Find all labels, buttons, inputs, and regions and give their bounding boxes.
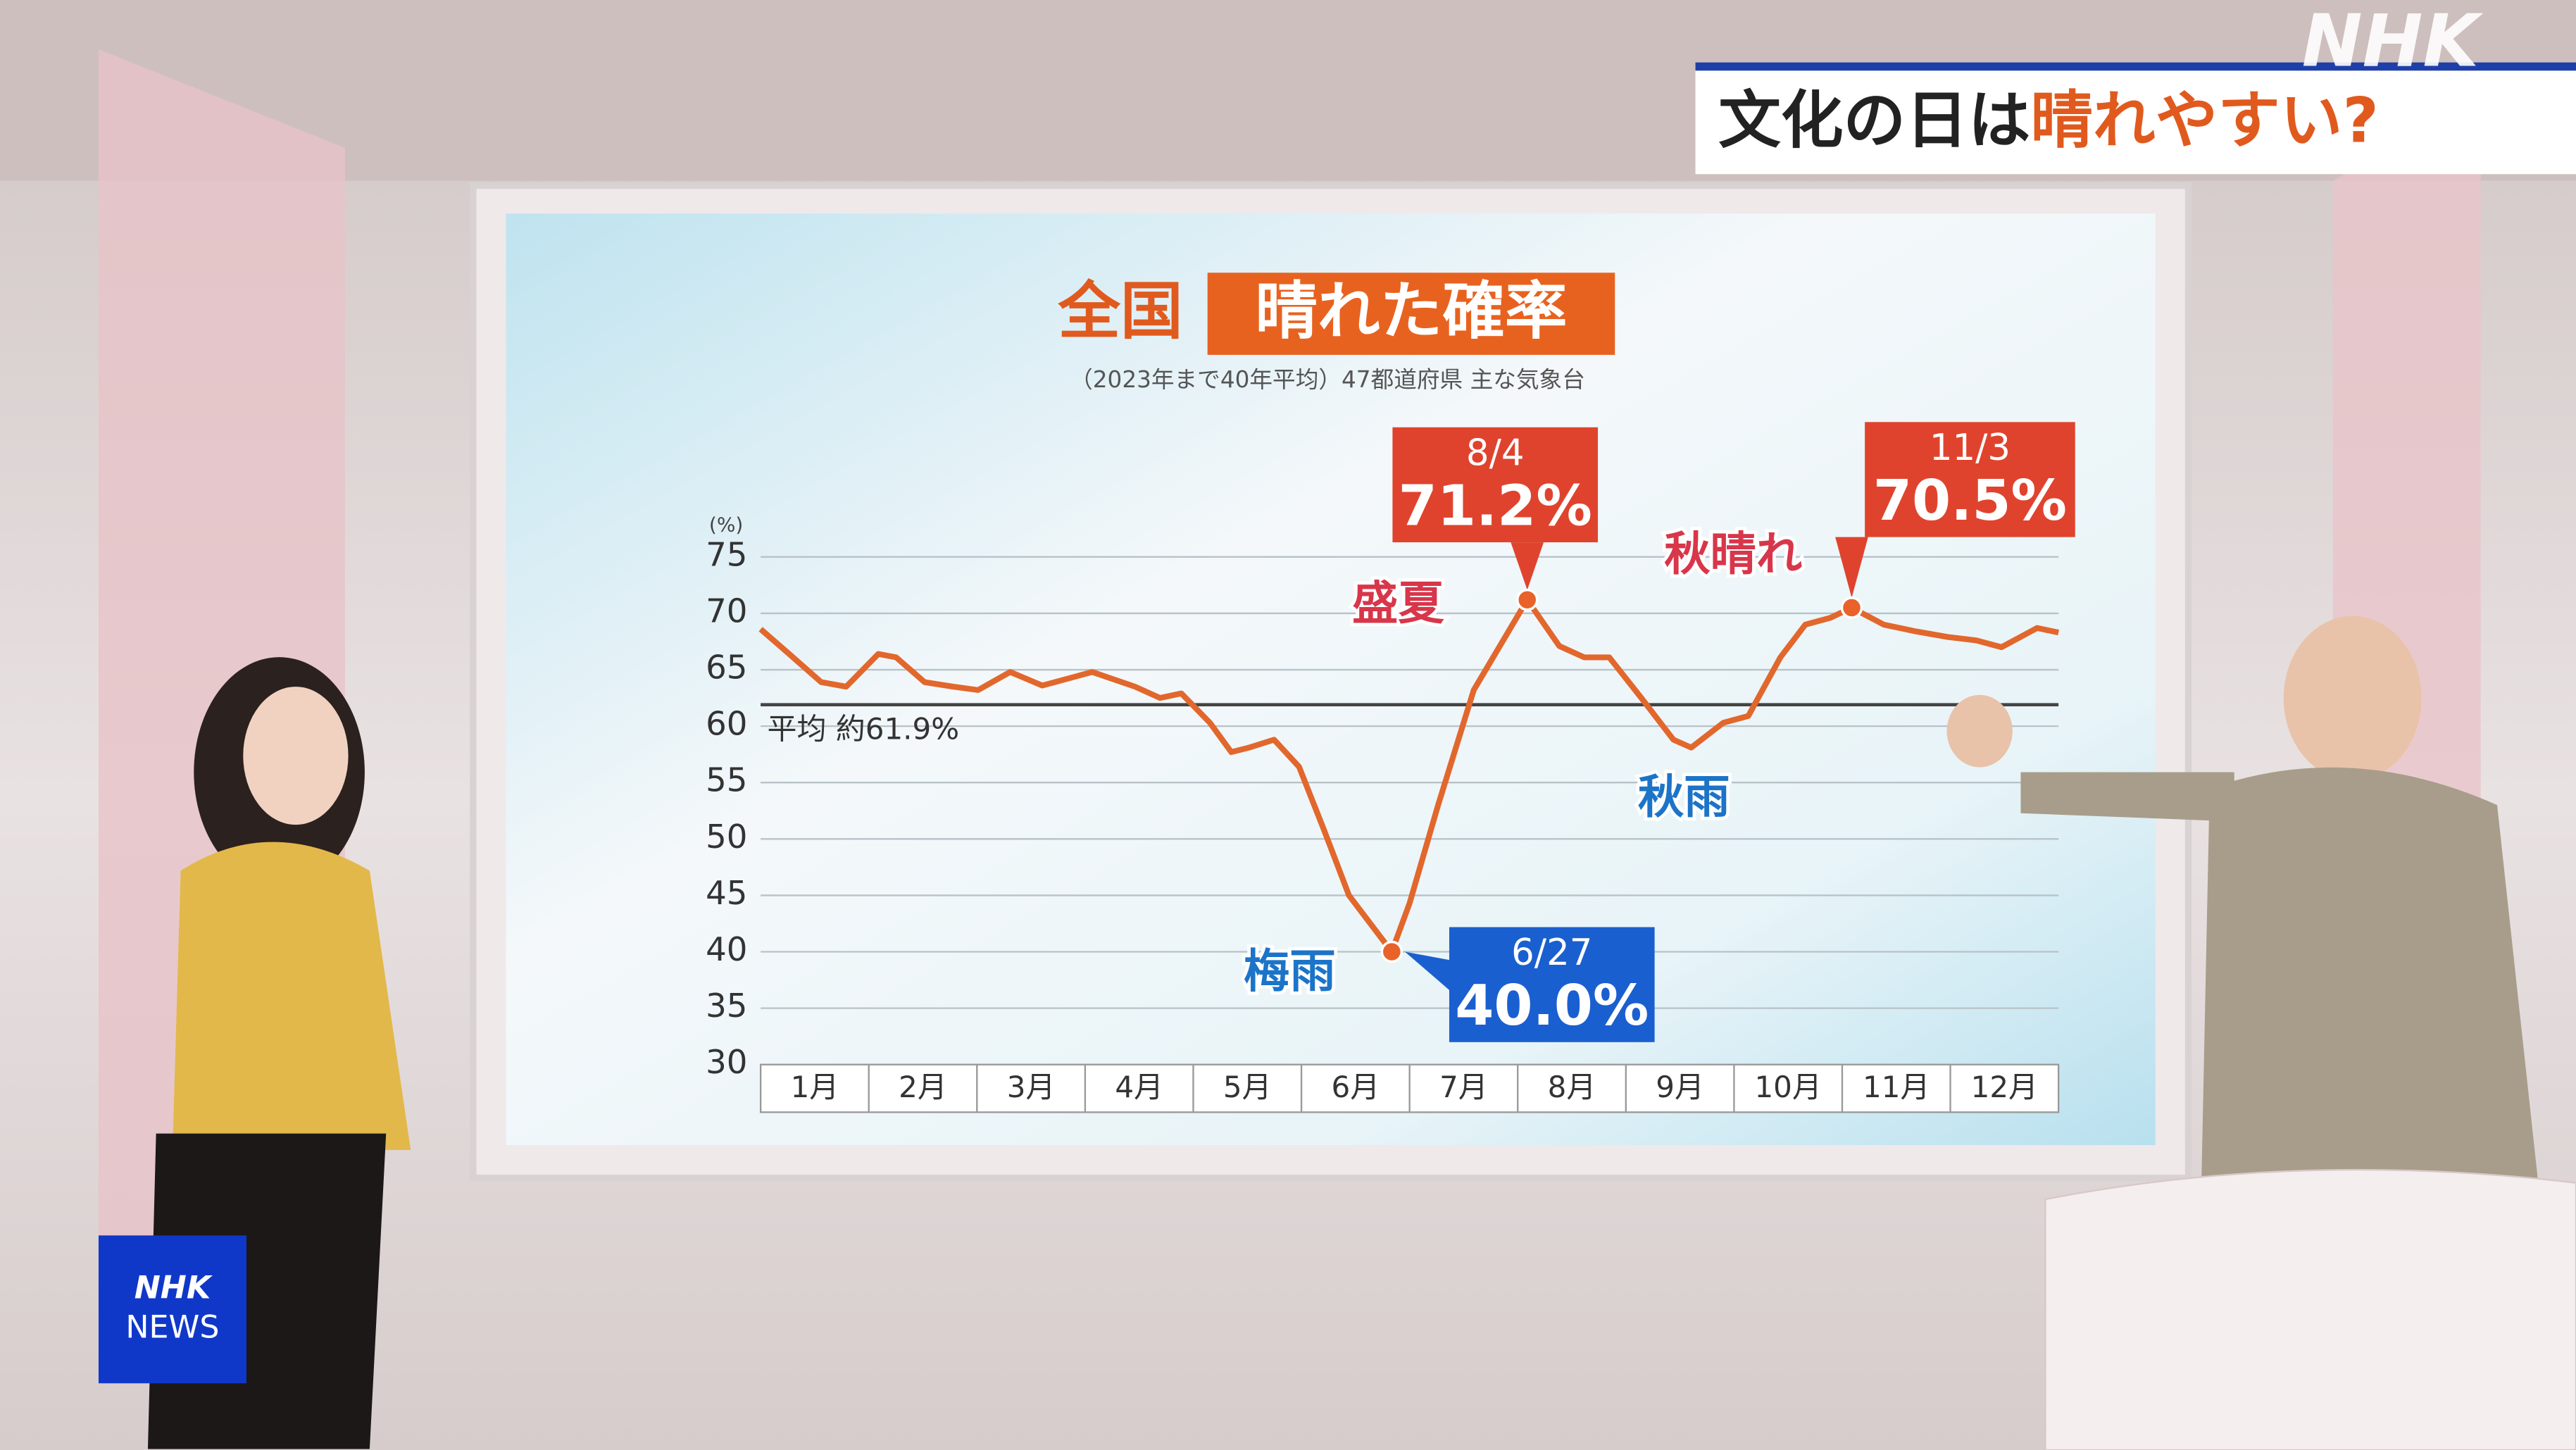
highlight-point: [1840, 596, 1863, 619]
x-tick-label: 2月: [899, 1070, 947, 1104]
y-tick-label: 30: [706, 1044, 747, 1082]
chart: 全国 晴れた確率 （2023年まで40年平均）47都道府県 主な気象台 (%) …: [706, 273, 2075, 1113]
logo: NHK: [2302, 0, 2484, 84]
x-tick-label: 9月: [1656, 1070, 1704, 1104]
header-box: [1695, 65, 2576, 175]
callout-value: 70.5%: [1873, 468, 2067, 533]
chart-title-region: 全国: [1057, 275, 1182, 347]
desk: [2044, 1168, 2576, 1450]
chart-panel: [506, 213, 2156, 1146]
y-tick-label: 45: [706, 875, 747, 913]
y-tick-label: 65: [706, 649, 747, 687]
callout-box: [1449, 927, 1655, 1042]
x-tick-label: 4月: [1115, 1070, 1163, 1104]
y-tick-label: 35: [706, 987, 747, 1025]
y-tick-label: 60: [706, 706, 747, 744]
chart-title: 晴れた確率: [1255, 275, 1567, 347]
y-unit: (%): [709, 513, 743, 537]
highlight-point: [1380, 940, 1403, 963]
callout-box: [1392, 427, 1599, 543]
annotation: 盛夏: [1352, 577, 1444, 630]
header-title-highlight: 晴れやすい?: [2030, 85, 2379, 157]
y-tick-label: 55: [706, 762, 747, 800]
chart-subtitle: （2023年まで40年平均）47都道府県 主な気象台: [1070, 366, 1585, 393]
x-tick-label: 1月: [791, 1070, 839, 1104]
callout-date: 11/3: [1930, 427, 2011, 469]
y-tick-label: 70: [706, 592, 747, 630]
annotation: 秋晴れ: [1664, 527, 1802, 581]
callout-date: 8/4: [1466, 432, 1525, 474]
presenter-right: [1946, 615, 2539, 1183]
news-badge: [98, 1235, 246, 1384]
y-tick-label: 75: [706, 536, 747, 574]
header-bar: [1695, 62, 2576, 71]
header-title-part: 文化の日は: [1718, 85, 2030, 157]
badge-line2: NEWS: [125, 1309, 219, 1345]
header-title: 文化の日は晴れやすい?: [1718, 85, 2379, 157]
average-label: 平均 約61.9%: [767, 712, 959, 746]
x-tick-label: 5月: [1223, 1070, 1272, 1104]
callout-pointer: [1835, 537, 1868, 598]
callout-value: 40.0%: [1455, 973, 1649, 1038]
data-line: [758, 596, 2059, 955]
x-tick-label: 7月: [1439, 1070, 1488, 1104]
x-tick-label: 6月: [1331, 1070, 1380, 1104]
callout-date: 6/27: [1511, 932, 1592, 974]
highlight-point: [1515, 588, 1539, 611]
x-tick-label: 8月: [1548, 1070, 1596, 1104]
annotation: 梅雨: [1244, 944, 1336, 998]
badge-line1: NHK: [135, 1270, 213, 1306]
x-tick-label: 3月: [1007, 1070, 1056, 1104]
callout-value: 71.2%: [1399, 473, 1592, 538]
y-tick-label: 50: [706, 818, 747, 856]
x-tick-label: 10月: [1754, 1070, 1821, 1104]
y-tick-label: 40: [706, 931, 747, 969]
x-tick-label: 11月: [1863, 1070, 1930, 1104]
callout-pointer: [1511, 542, 1544, 590]
title-box: [1207, 273, 1615, 355]
callout-pointer: [1404, 951, 1453, 993]
x-tick-label: 12月: [1971, 1070, 2038, 1104]
annotation: 秋雨: [1638, 770, 1730, 824]
callout-box: [1865, 422, 2075, 537]
